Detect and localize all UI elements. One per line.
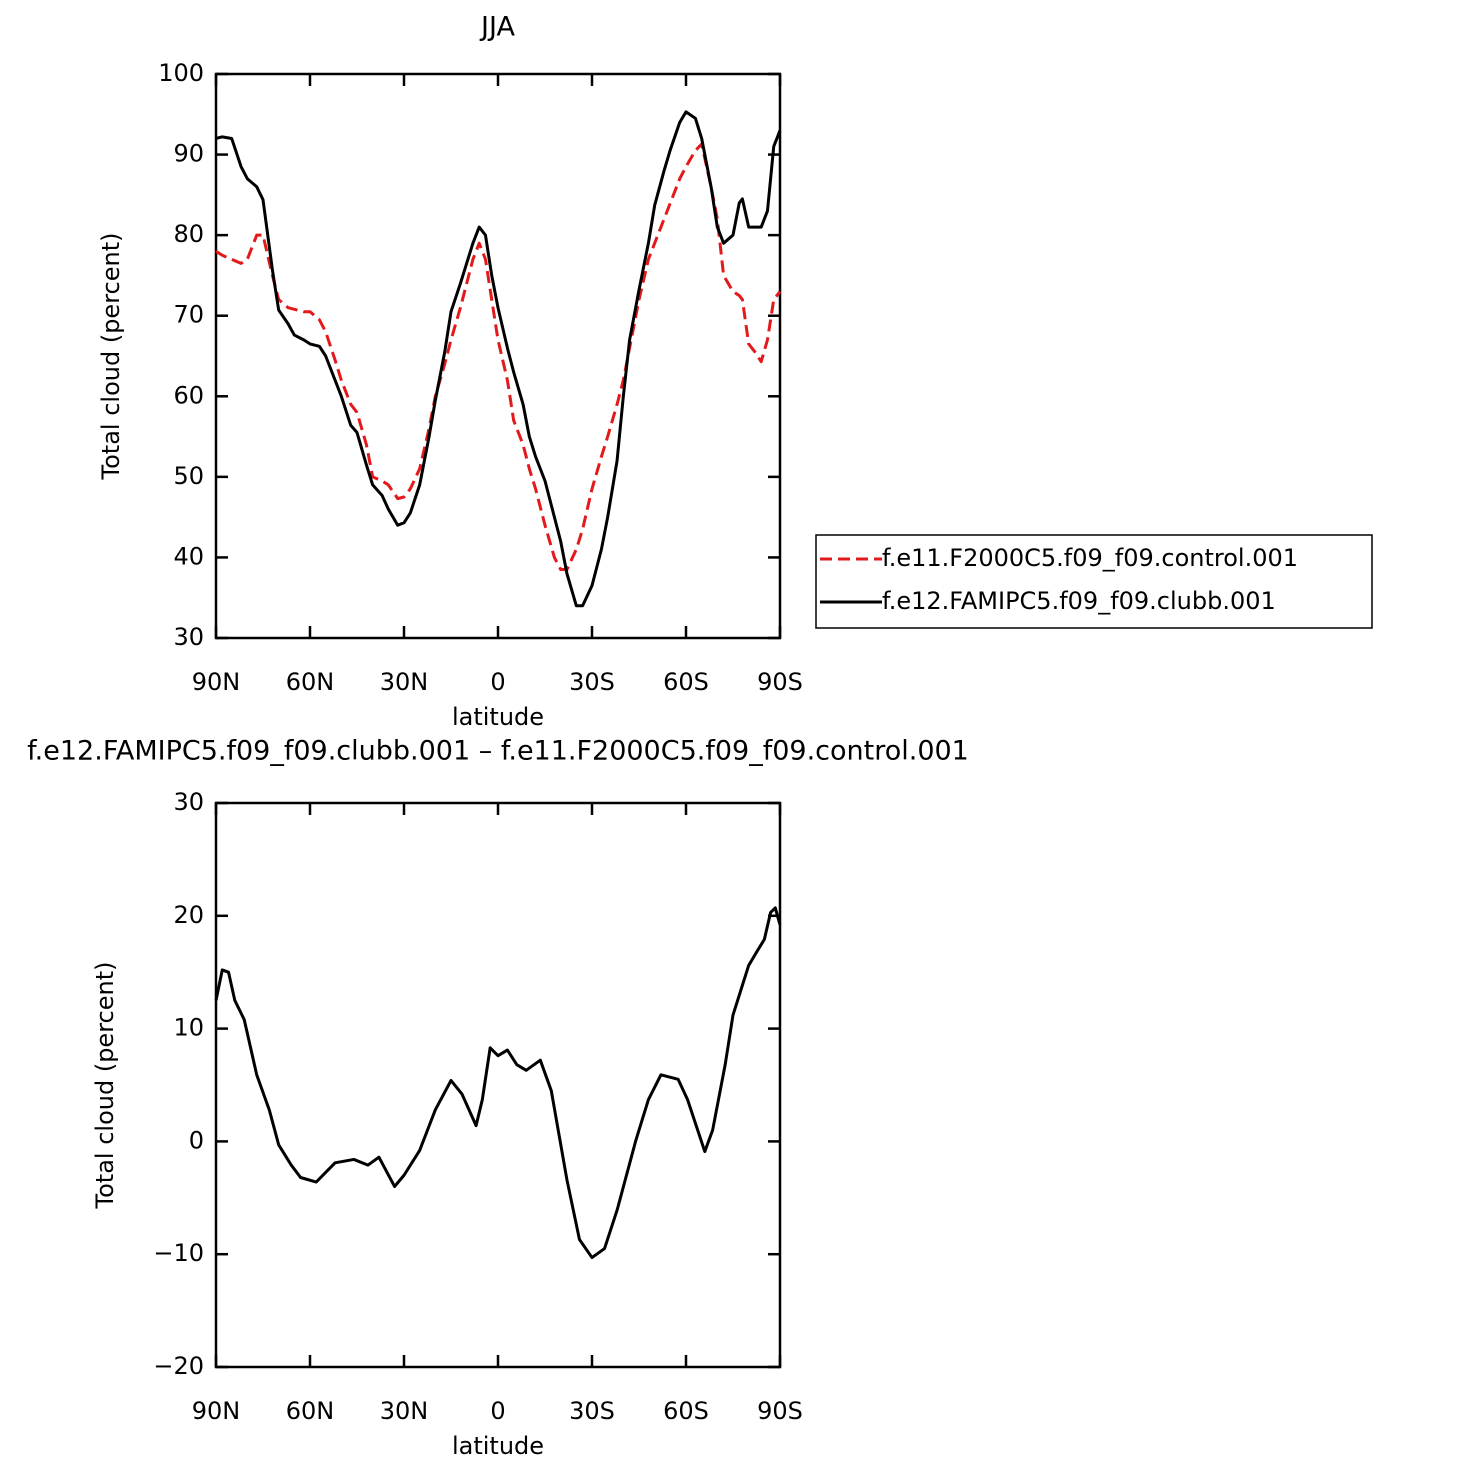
data-line bbox=[215, 110, 782, 608]
x-tick-label: 30S bbox=[569, 1397, 615, 1425]
y-tick-label: 90 bbox=[173, 140, 204, 168]
data-line bbox=[215, 142, 782, 572]
x-axis-label: latitude bbox=[452, 703, 544, 731]
x-tick-label: 60N bbox=[286, 668, 335, 696]
y-tick-label: 40 bbox=[173, 542, 204, 570]
x-tick-label: 30S bbox=[569, 668, 615, 696]
y-tick-label: 30 bbox=[173, 788, 204, 816]
x-axis-label: latitude bbox=[452, 1432, 544, 1460]
chart-title: f.e12.FAMIPC5.f09_f09.clubb.001 – f.e11.… bbox=[27, 736, 969, 767]
y-axis-label: Total cloud (percent) bbox=[91, 962, 119, 1210]
legend-label: f.e11.F2000C5.f09_f09.control.001 bbox=[882, 544, 1298, 572]
y-axis-label: Total cloud (percent) bbox=[97, 233, 125, 481]
y-tick-label: 30 bbox=[173, 623, 204, 651]
legend-label: f.e12.FAMIPC5.f09_f09.clubb.001 bbox=[882, 587, 1276, 615]
y-tick-label: 100 bbox=[158, 59, 204, 87]
x-tick-label: 30N bbox=[380, 1397, 429, 1425]
x-tick-label: 60N bbox=[286, 1397, 335, 1425]
x-tick-label: 90N bbox=[192, 668, 241, 696]
y-tick-label: 80 bbox=[173, 220, 204, 248]
x-tick-label: 90S bbox=[757, 668, 803, 696]
x-tick-label: 90N bbox=[192, 1397, 241, 1425]
y-tick-label: −20 bbox=[153, 1352, 204, 1380]
y-tick-label: 70 bbox=[173, 301, 204, 329]
y-tick-label: 10 bbox=[173, 1014, 204, 1042]
y-tick-label: 60 bbox=[173, 381, 204, 409]
y-tick-label: 50 bbox=[173, 462, 204, 490]
chart-title: JJA bbox=[479, 12, 515, 43]
x-tick-label: 90S bbox=[757, 1397, 803, 1425]
data-line bbox=[214, 906, 782, 1260]
x-tick-label: 30N bbox=[380, 668, 429, 696]
x-tick-label: 0 bbox=[490, 668, 505, 696]
y-tick-label: −10 bbox=[153, 1239, 204, 1267]
y-tick-label: 20 bbox=[173, 901, 204, 929]
x-tick-label: 60S bbox=[663, 668, 709, 696]
plot-frame bbox=[214, 72, 782, 640]
plot-frame bbox=[214, 801, 782, 1369]
x-tick-label: 60S bbox=[663, 1397, 709, 1425]
x-tick-label: 0 bbox=[490, 1397, 505, 1425]
y-tick-label: 0 bbox=[189, 1126, 204, 1154]
legend-box bbox=[815, 534, 1373, 629]
